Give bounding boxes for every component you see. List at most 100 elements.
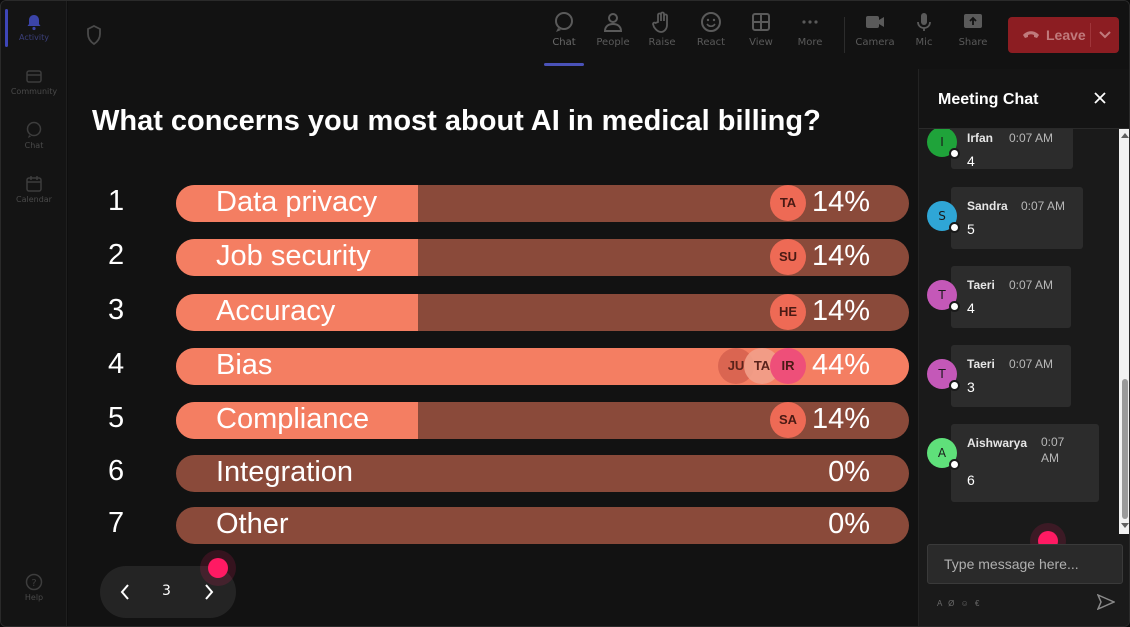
people-icon	[603, 13, 623, 32]
poll-results-area: What concerns you most about AI in medic…	[68, 69, 918, 626]
react-button[interactable]: React	[688, 11, 734, 48]
option-label: Accuracy	[216, 295, 336, 327]
hang-up-icon	[1023, 31, 1039, 38]
message-body: 5	[967, 221, 975, 237]
presence-dot	[949, 148, 960, 159]
scroll-down-icon[interactable]	[1121, 523, 1129, 529]
close-icon[interactable]	[1093, 91, 1107, 105]
share-button[interactable]: Share	[950, 11, 996, 48]
chevron-down-icon[interactable]	[1098, 27, 1112, 41]
message-bubble: Taeri 0:07 AM 3	[951, 345, 1071, 407]
option-percentage: 14%	[811, 240, 870, 272]
chat-label: Chat	[552, 37, 576, 48]
option-number: 2	[108, 239, 125, 271]
chat-message-input[interactable]: Type message here...	[927, 544, 1123, 584]
rail-item-chat[interactable]: Chat	[1, 121, 67, 150]
option-label: Bias	[216, 349, 273, 381]
option-number: 6	[108, 455, 125, 487]
message-time: 0:07 AM	[1041, 435, 1065, 465]
option-percentage: 0%	[828, 456, 870, 488]
sender-avatar: T	[927, 359, 960, 391]
poll-option-row: 5 Compliance SA 14%	[68, 400, 918, 440]
chat-scrollbar[interactable]	[1119, 129, 1129, 534]
chat-icon	[555, 12, 573, 32]
sender-avatar: T	[927, 280, 960, 312]
chat-message-list[interactable]: Irfan 0:07 AM 4 I Sandra 0:07 AM 5 S Taeri 0:07 A…	[919, 129, 1119, 534]
option-percentage: 0%	[828, 508, 870, 540]
people-label: People	[596, 37, 630, 48]
result-bar-track	[176, 455, 909, 492]
rail-item-calendar[interactable]: Calendar	[1, 175, 67, 204]
message-body: 4	[967, 153, 975, 169]
avatar-initial: S	[938, 209, 946, 223]
react-label: React	[696, 37, 726, 48]
leave-label: Leave	[1046, 27, 1086, 43]
rail-item-community[interactable]: Community	[1, 67, 67, 96]
people-button[interactable]: People	[590, 11, 636, 48]
option-label: Job security	[216, 240, 371, 272]
grid-icon	[752, 13, 770, 31]
camera-button[interactable]: Camera	[852, 11, 898, 48]
mic-button[interactable]: Mic	[901, 11, 947, 48]
format-toolbar[interactable]: A Ø ☺ €	[937, 599, 982, 608]
voter-avatar: IR	[770, 348, 806, 384]
option-label: Data privacy	[216, 186, 378, 218]
sender-avatar: S	[927, 201, 960, 233]
more-button[interactable]: More	[787, 11, 833, 48]
chevron-right-icon[interactable]	[202, 582, 216, 602]
sender-avatar: A	[927, 438, 960, 470]
message-time: 0:07 AM	[1021, 199, 1066, 213]
chat-icon	[26, 121, 42, 138]
rail-item-help[interactable]: ? Help	[1, 573, 67, 602]
option-number: 1	[108, 185, 125, 217]
sender-name: Aishwarya	[967, 436, 1028, 450]
scrollbar-thumb[interactable]	[1122, 379, 1128, 519]
option-number: 3	[108, 294, 125, 326]
avatar-initial: T	[938, 367, 946, 381]
message-bubble: Sandra 0:07 AM 5	[951, 187, 1083, 249]
shield-icon[interactable]	[86, 25, 102, 45]
option-label: Integration	[216, 456, 354, 488]
scroll-up-icon[interactable]	[1121, 132, 1129, 138]
camera-label: Camera	[855, 37, 895, 48]
message-time: 0:07 AM	[1009, 131, 1054, 145]
result-bar-fill	[176, 402, 418, 439]
raise-hand-button[interactable]: Raise	[639, 11, 685, 48]
share-icon	[964, 14, 982, 28]
chat-button[interactable]: Chat	[541, 11, 587, 48]
presence-dot	[949, 380, 960, 391]
presence-dot	[949, 222, 960, 233]
rail-label: Help	[24, 593, 44, 602]
more-icon	[802, 20, 818, 24]
message-body: 6	[967, 472, 975, 488]
presence-dot	[949, 301, 960, 312]
option-percentage: 14%	[811, 186, 870, 218]
help-icon: ?	[25, 573, 43, 591]
poll-option-row: 7 Other 0%	[68, 505, 918, 545]
rail-label: Calendar	[16, 195, 52, 204]
pointer-indicator	[208, 558, 228, 578]
message-time: 0:07 AM	[1009, 278, 1054, 292]
avatar-initial: T	[938, 288, 946, 302]
view-button[interactable]: View	[738, 11, 784, 48]
chat-title: Meeting Chat	[938, 91, 1039, 108]
rail-label: Activity	[19, 33, 49, 42]
option-percentage: 14%	[811, 403, 870, 435]
send-icon[interactable]	[1097, 594, 1115, 610]
option-number: 5	[108, 402, 125, 434]
community-icon	[26, 70, 42, 83]
presence-dot	[949, 459, 960, 470]
chevron-left-icon[interactable]	[118, 582, 132, 602]
rail-active-indicator	[5, 9, 8, 47]
toolbar-divider	[844, 17, 845, 53]
rail-item-activity[interactable]: Activity	[1, 13, 67, 42]
svg-text:?: ?	[31, 578, 36, 589]
result-bar-fill	[176, 239, 418, 276]
share-label: Share	[958, 37, 988, 48]
sender-name: Sandra	[967, 199, 1008, 213]
leave-button[interactable]: Leave	[1008, 17, 1119, 53]
chat-header: Meeting Chat	[919, 69, 1129, 129]
poll-question: What concerns you most about AI in medic…	[92, 105, 821, 137]
rail-label: Chat	[24, 141, 44, 150]
result-bar-track	[176, 507, 909, 544]
